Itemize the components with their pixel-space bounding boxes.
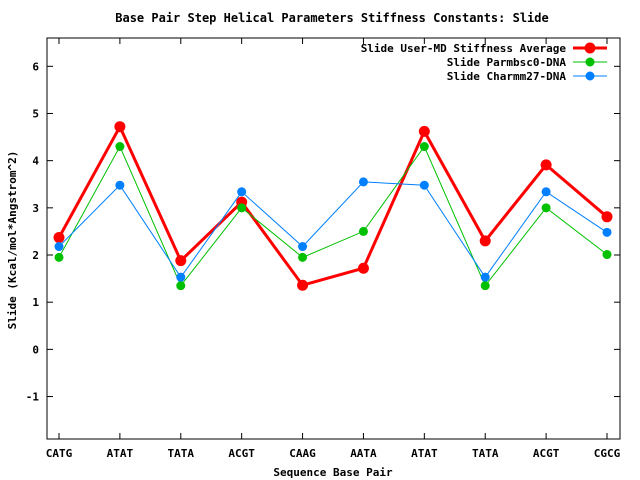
x-tick-label: ATAT: [411, 447, 438, 460]
data-point: [418, 125, 430, 137]
data-point: [54, 242, 64, 252]
y-tick-label: 0: [32, 343, 39, 356]
x-tick-label: AATA: [350, 447, 377, 460]
data-point: [541, 187, 551, 197]
data-point: [176, 272, 186, 282]
x-tick-label: ACGT: [228, 447, 255, 460]
chart-title: Base Pair Step Helical Parameters Stiffn…: [115, 11, 548, 25]
y-axis-label: Slide (Kcal/mol*Angstrom^2): [6, 151, 19, 330]
data-point: [115, 180, 125, 190]
series-line: [58, 181, 608, 279]
x-tick-label: ACGT: [533, 447, 560, 460]
data-point: [53, 232, 65, 244]
series-0: [53, 121, 613, 291]
x-tick-label: TATA: [472, 447, 499, 460]
plot-frame: [46, 37, 621, 440]
legend-label: Slide User-MD Stiffness Average: [361, 42, 567, 55]
x-tick-label: CAAG: [289, 447, 316, 460]
y-axis: -1 0 1 2 3 4 5 6: [26, 60, 620, 404]
y-tick-label: 2: [32, 249, 39, 262]
data-point: [480, 281, 490, 291]
data-point: [176, 281, 186, 291]
data-point: [480, 272, 490, 282]
legend-marker: [585, 71, 595, 81]
series-2: [54, 177, 612, 282]
data-point: [237, 203, 247, 213]
x-tick-label: TATA: [168, 447, 195, 460]
legend-label: Slide Charmm27-DNA: [447, 70, 567, 83]
y-tick-label: -1: [26, 391, 40, 404]
y-tick-label: 4: [32, 155, 39, 168]
data-point: [602, 227, 612, 237]
legend-label: Slide Parmbsc0-DNA: [447, 56, 567, 69]
y-tick-label: 5: [32, 107, 39, 120]
data-point: [357, 262, 369, 274]
y-tick-label: 3: [32, 202, 39, 215]
data-point: [237, 187, 247, 197]
data-point: [298, 252, 308, 262]
legend-marker: [584, 42, 596, 54]
data-point: [358, 226, 368, 236]
y-tick-label: 6: [32, 60, 39, 73]
y-tick-label: 1: [32, 296, 39, 309]
series-layer: [53, 121, 613, 291]
x-tick-label: CATG: [46, 447, 73, 460]
data-point: [114, 121, 126, 133]
data-point: [297, 279, 309, 291]
x-tick-label: ATAT: [107, 447, 134, 460]
series-line: [57, 123, 608, 287]
data-point: [54, 252, 64, 262]
data-point: [479, 235, 491, 247]
data-point: [419, 180, 429, 190]
legend-marker: [585, 57, 595, 67]
data-point: [601, 211, 613, 223]
data-point: [115, 142, 125, 152]
data-point: [419, 142, 429, 152]
data-point: [298, 242, 308, 252]
series-line: [58, 145, 608, 287]
x-axis-label: Sequence Base Pair: [273, 466, 393, 479]
data-point: [541, 203, 551, 213]
data-point: [358, 177, 368, 187]
data-point: [602, 250, 612, 260]
x-axis: CATG ATAT TATA ACGT CAAG AATA ATAT TATA ACGT CGCG: [46, 38, 621, 460]
data-point: [540, 159, 552, 171]
x-tick-label: CGCG: [594, 447, 621, 460]
data-point: [175, 255, 187, 267]
series-1: [54, 142, 612, 291]
